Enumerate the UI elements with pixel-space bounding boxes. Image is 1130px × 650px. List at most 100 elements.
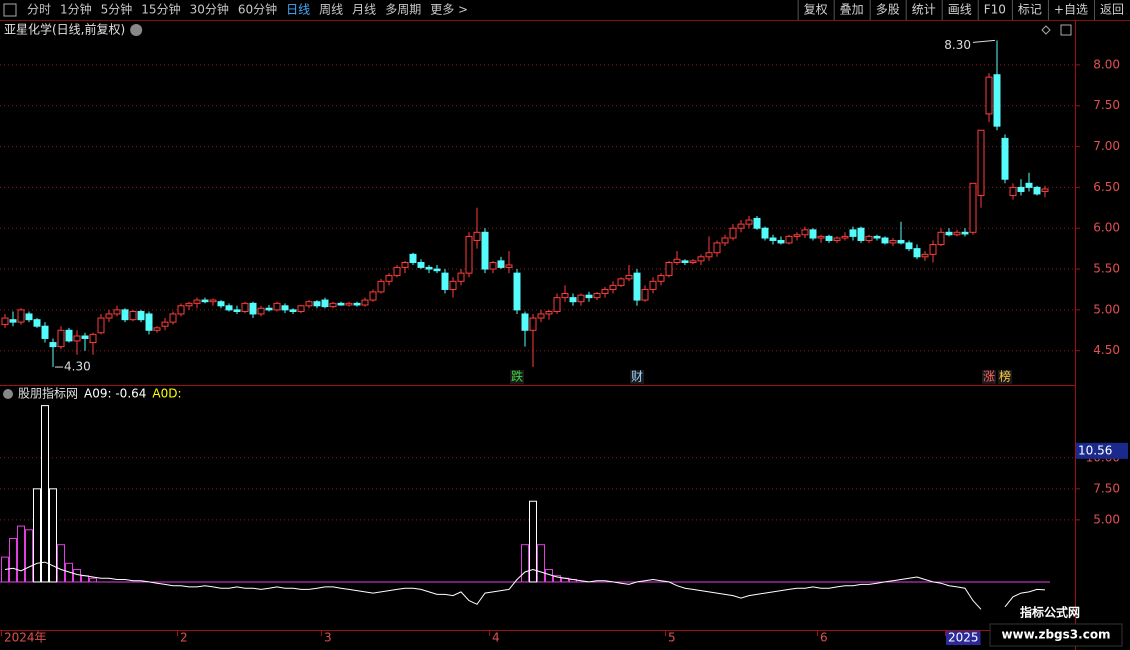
x-tick-label: 2024年 (4, 631, 47, 645)
candle-body (553, 297, 561, 313)
event-label[interactable]: 榜 (999, 369, 1011, 384)
tool-button[interactable]: 叠加 (840, 3, 864, 17)
chart-title: 亚星化学(日线,前复权) (4, 22, 125, 37)
tool-button[interactable]: 返回 (1100, 3, 1124, 17)
candle-body (185, 302, 193, 307)
period-tab[interactable]: 更多 > (430, 3, 468, 17)
candle-body (441, 272, 449, 290)
candle-body (761, 227, 769, 239)
x-tick-label: 5 (668, 631, 676, 645)
candle-body (273, 302, 281, 311)
candle-body (385, 275, 393, 282)
period-tab[interactable]: 15分钟 (141, 2, 180, 17)
diamond-icon[interactable] (1041, 25, 1051, 35)
event-badge[interactable] (982, 370, 996, 384)
tool-button[interactable]: 标记 (1018, 3, 1042, 17)
period-tab[interactable]: 月线 (352, 3, 376, 17)
candle-body (209, 299, 217, 303)
candle-body (145, 313, 153, 331)
candle-body (745, 219, 753, 225)
event-label[interactable]: 涨 (983, 369, 995, 384)
candle-body (777, 239, 785, 244)
candle-body (97, 317, 105, 334)
title-dropdown[interactable] (130, 24, 143, 36)
tool-button[interactable]: 统计 (912, 3, 936, 17)
candle-body (105, 313, 113, 319)
y-tick-label: 6.50 (1093, 180, 1120, 194)
period-tab[interactable]: 日线 (286, 3, 310, 17)
y-tick-label: 7.00 (1093, 139, 1120, 153)
tool-button[interactable]: 画线 (948, 3, 972, 17)
candle-body (41, 325, 49, 339)
candle-body (369, 291, 377, 301)
menu-icon[interactable] (3, 3, 17, 17)
candle-body (257, 307, 265, 315)
indicator-bar (73, 569, 81, 583)
candle-body (689, 260, 697, 264)
candle-body (841, 235, 849, 239)
period-tab[interactable]: 周线 (319, 3, 343, 17)
event-label[interactable]: 财 (631, 370, 643, 384)
candle-body (417, 262, 425, 268)
period-tab[interactable]: 30分钟 (190, 2, 229, 17)
candle-body (913, 248, 921, 258)
indicator-bar (1, 556, 9, 583)
period-tab[interactable]: 多周期 (385, 3, 421, 17)
candle-body (601, 288, 609, 295)
indicator-bar (529, 500, 537, 583)
candle-body (249, 302, 257, 315)
event-badge[interactable] (630, 370, 644, 384)
candle-body (817, 235, 825, 239)
tool-button[interactable]: 复权 (804, 3, 828, 17)
y-tick-label: 8.00 (1093, 57, 1120, 71)
candle-body (625, 275, 633, 280)
candle-body (361, 299, 369, 306)
event-badge[interactable] (510, 370, 524, 384)
indicator-bar (33, 488, 41, 583)
candle-body (1025, 182, 1033, 188)
watermark-title: 指标公式网 (1020, 605, 1080, 620)
indicator-bar (89, 577, 97, 583)
event-label[interactable]: 跌 (511, 369, 523, 384)
event-badge[interactable] (998, 370, 1012, 384)
period-tab[interactable]: 1分钟 (60, 2, 92, 17)
candle-body (241, 302, 249, 313)
period-tab[interactable]: 60分钟 (238, 2, 277, 17)
current-year-highlight (946, 631, 981, 645)
period-tab[interactable]: 分时 (27, 3, 51, 17)
candle-body (1041, 188, 1049, 192)
candle-body (345, 302, 353, 306)
indicator-bar (49, 488, 57, 583)
candle-body (633, 272, 641, 301)
candle-body (489, 262, 497, 270)
candle-body (169, 313, 177, 323)
candle-body (353, 302, 361, 306)
candle-body (697, 256, 705, 262)
watermark-badge (989, 623, 1123, 647)
candle-body (65, 329, 73, 342)
candle-body (497, 260, 505, 268)
candle-body (529, 317, 537, 331)
indicator-bar (553, 575, 561, 583)
candle-body (865, 235, 873, 241)
candle-body (513, 272, 521, 311)
candle-body (57, 329, 65, 348)
panel-icon[interactable] (1060, 24, 1072, 36)
candle-body (17, 309, 25, 323)
candle-body (289, 309, 297, 313)
candle-body (329, 302, 337, 308)
tool-button[interactable]: 多股 (876, 3, 900, 17)
period-tab[interactable]: 5分钟 (101, 2, 133, 17)
candle-body (481, 231, 489, 270)
candle-body (521, 313, 529, 331)
candle-body (793, 234, 801, 237)
candle-body (809, 229, 817, 239)
candle-body (409, 253, 417, 264)
candle-body (73, 335, 81, 342)
indicator-dropdown[interactable] (3, 389, 13, 399)
tool-button[interactable]: F10 (984, 3, 1006, 17)
candle-body (225, 305, 233, 311)
tool-button[interactable]: +自选 (1054, 3, 1088, 17)
candle-body (945, 231, 953, 236)
